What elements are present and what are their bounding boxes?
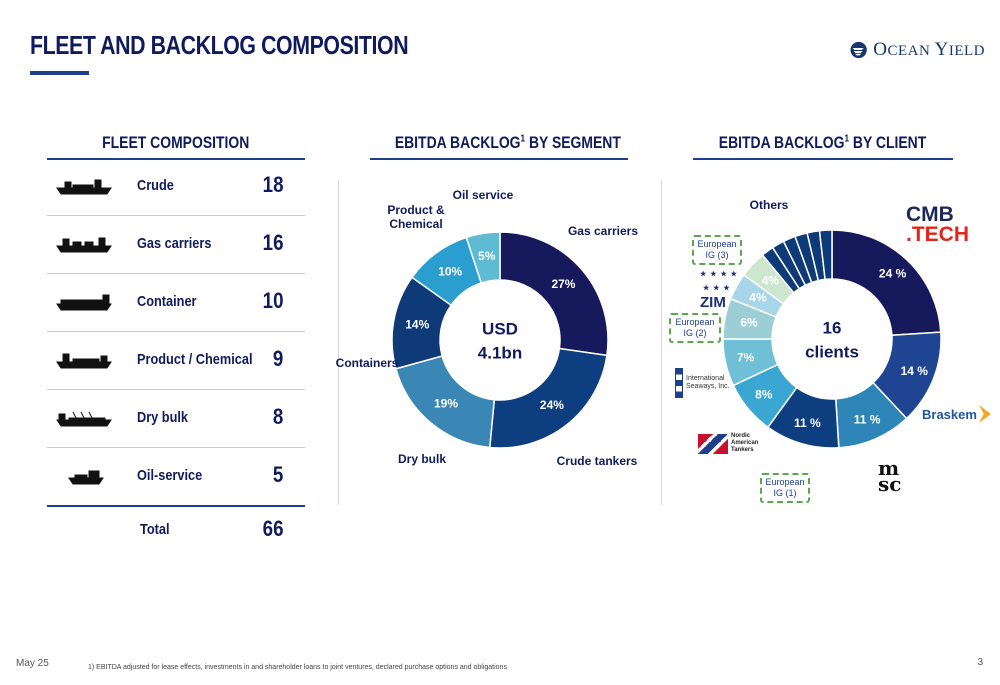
panel-divider bbox=[661, 180, 662, 505]
fleet-row-value: 9 bbox=[272, 346, 283, 371]
client-heading-rule bbox=[693, 158, 953, 160]
fleet-row-label: Gas carriers bbox=[137, 235, 212, 252]
fleet-row-label: Product / Chemical bbox=[137, 351, 253, 368]
segment-slice bbox=[465, 231, 501, 284]
client-slice-others bbox=[818, 229, 833, 281]
gas-carrier-icon bbox=[56, 237, 112, 253]
fleet-row-value: 18 bbox=[262, 172, 283, 197]
ocean-yield-logo-icon bbox=[850, 41, 867, 59]
european-ig-2-tag: European IG (2) bbox=[669, 313, 721, 343]
fleet-heading-rule bbox=[47, 158, 305, 160]
segment-category-label: Gas carriers bbox=[568, 224, 638, 238]
nordic-american-tankers-logo: Nordic American Tankers bbox=[698, 433, 758, 454]
segment-value-label: 19% bbox=[434, 397, 458, 411]
page-number: 3 bbox=[977, 657, 983, 668]
european-ig-1-tag: European IG (1) bbox=[760, 473, 810, 503]
msc-logo: m sc bbox=[878, 456, 902, 496]
cmb-tech-logo: CMB .TECH bbox=[906, 203, 969, 246]
segment-center-label: USD bbox=[482, 319, 518, 338]
segment-value-label: 27% bbox=[551, 277, 575, 291]
segment-category-label: Containers bbox=[336, 356, 399, 370]
client-value-label: 14 % bbox=[901, 364, 929, 378]
segment-value-label: 10% bbox=[438, 265, 462, 279]
container-ship-icon bbox=[56, 294, 112, 311]
page-title: FLEET AND BACKLOG COMPOSITION bbox=[30, 30, 409, 60]
zim-stars-icon: ★ ★ ★ ★ ★ ★ ★ bbox=[700, 271, 738, 292]
lighthouse-icon bbox=[675, 368, 683, 398]
fleet-row-label: Container bbox=[137, 293, 197, 310]
fleet-row-value: 10 bbox=[262, 288, 283, 313]
client-value-label: 11 % bbox=[794, 416, 821, 430]
international-seaways-logo: International Seaways, Inc. bbox=[675, 368, 730, 398]
title-underline bbox=[30, 71, 89, 75]
footnote: 1) EBITDA adjusted for lease effects, in… bbox=[88, 664, 507, 671]
crude-tanker-icon bbox=[56, 179, 112, 195]
fleet-composition-heading: FLEET COMPOSITION bbox=[102, 133, 250, 152]
segment-value-label: 14% bbox=[405, 318, 429, 332]
oil-service-vessel-icon bbox=[68, 470, 104, 485]
fleet-total-value: 66 bbox=[262, 516, 283, 541]
client-backlog-heading: EBITDA BACKLOG1 BY CLIENT bbox=[719, 133, 927, 152]
dry-bulk-ship-icon bbox=[56, 411, 112, 427]
fleet-total-label: Total bbox=[140, 521, 170, 538]
fleet-total-rule bbox=[47, 505, 305, 507]
fleet-row-value: 5 bbox=[272, 462, 283, 487]
client-others-label: Others bbox=[750, 198, 789, 212]
client-value-label: 8% bbox=[755, 388, 773, 402]
fleet-row-value: 16 bbox=[262, 230, 283, 255]
fleet-row: Container 10 bbox=[47, 274, 305, 332]
fleet-row: Product / Chemical 9 bbox=[47, 332, 305, 390]
fleet-row: Dry bulk 8 bbox=[47, 390, 305, 448]
segment-category-label: Chemical bbox=[389, 217, 442, 231]
braskem-mark-icon bbox=[978, 405, 991, 423]
fleet-row: Gas carriers 16 bbox=[47, 216, 305, 274]
segment-category-label: Product & bbox=[387, 203, 445, 217]
product-tanker-icon bbox=[56, 353, 112, 369]
client-value-label: 6% bbox=[740, 315, 758, 329]
nat-flag-icon bbox=[698, 433, 728, 454]
segment-category-label: Crude tankers bbox=[557, 454, 638, 468]
european-ig-3-tag: European IG (3) bbox=[692, 235, 742, 265]
segment-category-label: Dry bulk bbox=[398, 452, 446, 466]
client-center-label: clients bbox=[805, 342, 859, 361]
segment-value-label: 5% bbox=[478, 249, 496, 263]
footer-date: May 25 bbox=[16, 658, 49, 669]
client-center-label: 16 bbox=[823, 318, 842, 337]
fleet-row-label: Crude bbox=[137, 177, 174, 194]
fleet-row-label: Oil-service bbox=[137, 467, 203, 484]
braskem-logo: Braskem bbox=[922, 405, 991, 423]
fleet-row-value: 8 bbox=[272, 404, 283, 429]
client-value-label: 11 % bbox=[854, 412, 881, 426]
client-value-label: 4% bbox=[749, 290, 767, 304]
client-value-label: 4% bbox=[762, 273, 780, 287]
ocean-yield-logo: OCEAN YIELD bbox=[850, 30, 985, 70]
segment-center-label: 4.1bn bbox=[478, 343, 522, 362]
segment-backlog-heading: EBITDA BACKLOG1 BY SEGMENT bbox=[394, 133, 621, 152]
client-value-label: 24 % bbox=[879, 267, 907, 281]
segment-heading-rule bbox=[370, 158, 628, 160]
client-value-label: 7% bbox=[737, 350, 755, 364]
segment-slice bbox=[499, 231, 609, 357]
ocean-yield-logo-text: OCEAN YIELD bbox=[873, 39, 985, 60]
segment-category-label: Oil service bbox=[453, 188, 514, 202]
zim-logo: ★ ★ ★ ★ ★ ★ ★ ZIM bbox=[700, 268, 738, 310]
fleet-row-label: Dry bulk bbox=[137, 409, 189, 426]
panel-divider bbox=[338, 180, 339, 505]
fleet-total-row: Total 66 bbox=[47, 508, 305, 552]
segment-value-label: 24% bbox=[540, 398, 564, 412]
fleet-row: Crude 18 bbox=[47, 158, 305, 216]
